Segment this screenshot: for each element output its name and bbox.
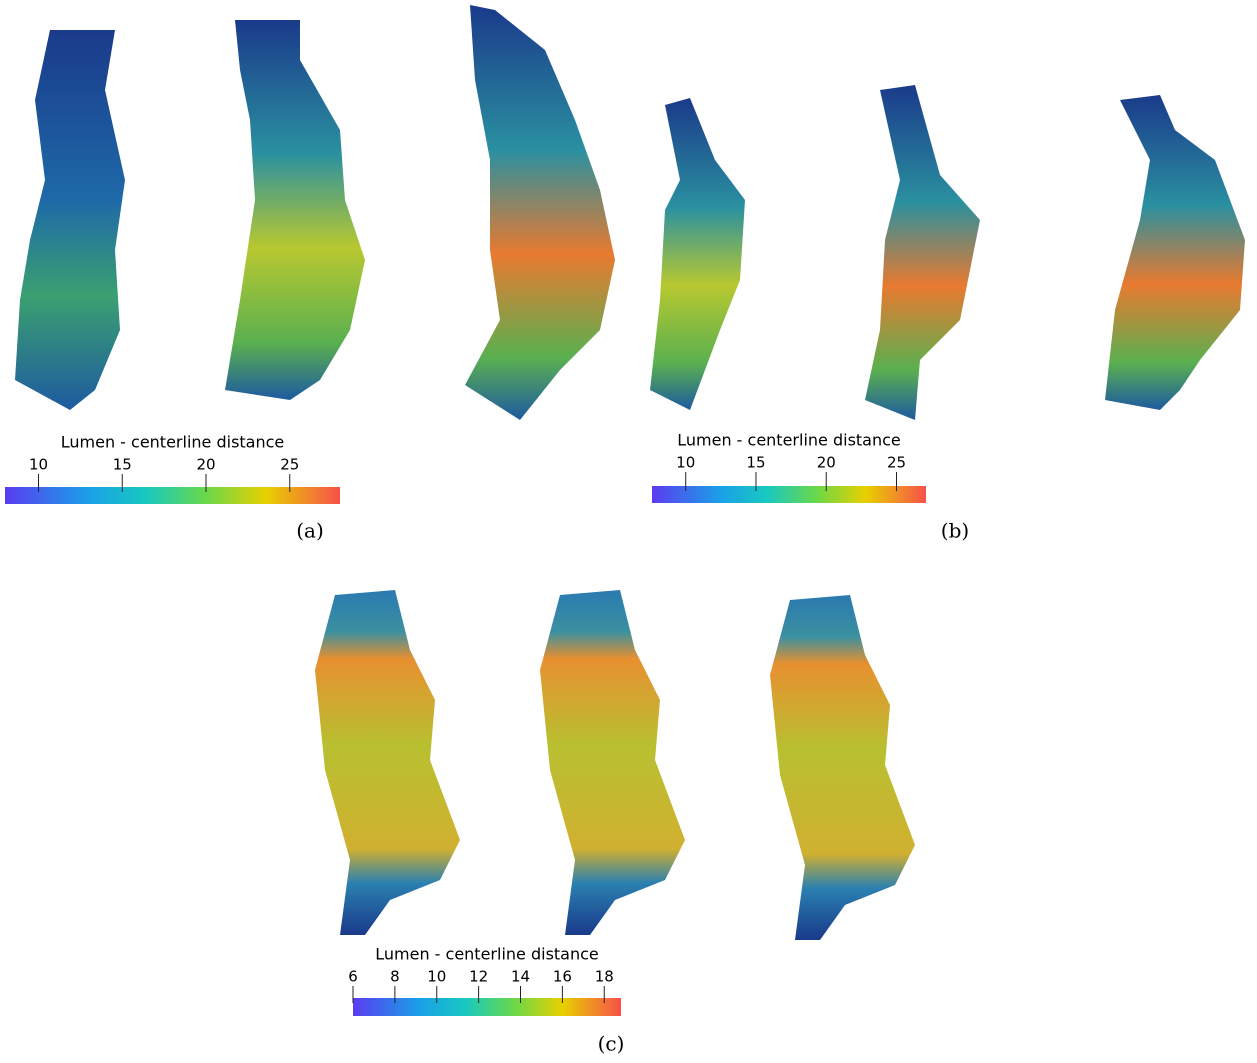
tick-label: 25 xyxy=(887,454,906,472)
colorbar xyxy=(353,998,621,1016)
tick-label: 14 xyxy=(511,968,530,986)
tick-label: 10 xyxy=(676,454,695,472)
colorbar-title: Lumen - centerline distance xyxy=(677,431,901,450)
tick-label: 10 xyxy=(29,456,48,474)
panel-label: (c) xyxy=(598,1032,625,1056)
tick-label: 18 xyxy=(595,968,614,986)
tick-label: 20 xyxy=(196,456,215,474)
tick-label: 8 xyxy=(390,968,400,986)
panel-label: (a) xyxy=(296,519,324,543)
tick-label: 15 xyxy=(746,454,765,472)
tick-label: 12 xyxy=(469,968,488,986)
aorta-renderings xyxy=(15,5,1245,940)
colorbar xyxy=(652,486,926,503)
tick-label: 10 xyxy=(427,968,446,986)
tick-label: 20 xyxy=(817,454,836,472)
colorbar-title: Lumen - centerline distance xyxy=(375,945,599,964)
tick-label: 6 xyxy=(348,968,358,986)
colorbar xyxy=(5,487,340,504)
tick-label: 25 xyxy=(280,456,299,474)
colorbar-title: Lumen - centerline distance xyxy=(61,433,285,452)
tick-label: 16 xyxy=(553,968,572,986)
panel-label: (b) xyxy=(941,519,969,543)
tick-label: 15 xyxy=(113,456,132,474)
